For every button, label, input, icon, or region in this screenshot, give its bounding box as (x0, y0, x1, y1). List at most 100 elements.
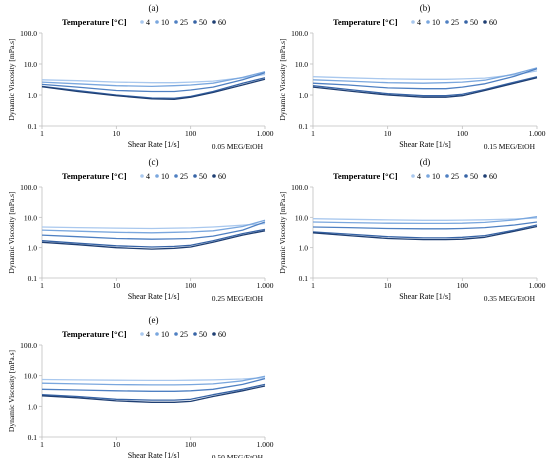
legend-title: Temperature [°C] (333, 17, 398, 27)
legend-marker-50 (464, 20, 468, 24)
y-tick-label: 100.0 (291, 183, 308, 192)
legend-marker-4 (140, 332, 144, 336)
legend-marker-4 (140, 20, 144, 24)
series-line-60C (312, 225, 538, 241)
x-tick-label: 1.000 (257, 281, 274, 290)
legend-marker-50 (193, 20, 197, 24)
x-tick-label: 1.000 (257, 440, 274, 449)
x-axis-label: Shear Rate [1/s] (399, 140, 451, 149)
y-tick-label: 0.1 (28, 122, 38, 131)
x-tick-label: 10 (384, 129, 392, 138)
legend-entry-50: 50 (199, 18, 207, 27)
series-line-60C (41, 385, 266, 403)
series-line-50C (41, 383, 266, 401)
x-tick-label: 100 (185, 129, 197, 138)
y-tick-label: 100.0 (20, 341, 37, 350)
x-tick-label: 1.000 (529, 281, 546, 290)
y-tick-label: 100.0 (20, 183, 37, 192)
legend-title: Temperature [°C] (62, 17, 127, 27)
legend-entry-25: 25 (451, 172, 459, 181)
legend-marker-60 (212, 332, 216, 336)
series-line-60C (41, 230, 266, 250)
x-axis-label: Shear Rate [1/s] (128, 451, 180, 458)
series-line-4C (41, 222, 266, 230)
legend-marker-10 (155, 332, 159, 336)
legend-marker-4 (140, 174, 144, 178)
legend-marker-25 (174, 20, 178, 24)
x-tick-label: 10 (113, 129, 121, 138)
y-axis-label: Dynamic Viscosity [mPa.s] (7, 38, 16, 120)
y-tick-label: 0.1 (299, 122, 309, 131)
chart-panel-1: (a)Temperature [°C] 4 10 25 50 600.11.010.010… (7, 3, 274, 151)
chart-panel-3: (c)Temperature [°C] 4 10 25 50 600.11.010.010… (7, 157, 274, 303)
composition-annotation: 0.35 MEG/EtOH (484, 294, 536, 303)
x-tick-label: 100 (457, 129, 469, 138)
y-axis-label: Dynamic Viscosity [mPa.s] (278, 38, 287, 120)
x-axis-label: Shear Rate [1/s] (399, 292, 451, 301)
y-tick-label: 0.1 (28, 274, 38, 283)
legend-title: Temperature [°C] (62, 171, 127, 181)
series-line-10C (312, 67, 538, 84)
panel-label: (c) (149, 157, 159, 167)
y-tick-label: 1.0 (28, 244, 38, 253)
legend-entry-10: 10 (432, 172, 440, 181)
series-line-60C (312, 77, 538, 98)
composition-annotation: 0.05 MEG/EtOH (212, 142, 264, 151)
chart-panel-5: (e)Temperature [°C] 4 10 25 50 600.11.010.010… (7, 315, 274, 458)
legend-entry-10: 10 (432, 18, 440, 27)
legend-entry-60: 60 (218, 330, 226, 339)
series-line-50C (41, 228, 266, 248)
series-line-10C (312, 216, 538, 225)
legend-marker-50 (193, 332, 197, 336)
chart-panel-2: (b)Temperature [°C] 4 10 25 50 600.11.010.010… (278, 3, 546, 151)
legend-entry-10: 10 (161, 172, 169, 181)
x-tick-label: 100 (457, 281, 469, 290)
legend-marker-10 (426, 174, 430, 178)
legend-marker-10 (426, 20, 430, 24)
x-tick-label: 1.000 (257, 129, 274, 138)
composition-annotation: 0.15 MEG/EtOH (484, 142, 536, 151)
x-axis-label: Shear Rate [1/s] (128, 292, 180, 301)
series-line-50C (312, 224, 538, 239)
x-tick-label: 1 (311, 281, 315, 290)
series-line-25C (41, 377, 266, 392)
legend-title: Temperature [°C] (62, 329, 127, 339)
legend-entry-50: 50 (470, 18, 478, 27)
panel-label: (d) (420, 157, 431, 167)
y-tick-label: 0.1 (28, 433, 38, 442)
series-line-4C (312, 70, 538, 80)
series-line-60C (41, 78, 266, 101)
panel-label: (e) (149, 315, 159, 325)
x-axis-label: Shear Rate [1/s] (128, 140, 180, 149)
legend-entry-4: 4 (146, 18, 150, 27)
legend-entry-60: 60 (489, 172, 497, 181)
legend-entry-60: 60 (218, 18, 226, 27)
legend-entry-25: 25 (180, 330, 188, 339)
legend-entry-25: 25 (180, 18, 188, 27)
series-line-4C (41, 73, 266, 84)
legend-marker-50 (464, 174, 468, 178)
chart-panel-4: (d)Temperature [°C] 4 10 25 50 600.11.010.010… (278, 157, 546, 303)
legend-entry-4: 4 (146, 172, 150, 181)
legend-entry-50: 50 (199, 330, 207, 339)
x-tick-label: 10 (384, 281, 392, 290)
series-line-50C (312, 76, 538, 97)
y-tick-label: 1.0 (299, 91, 309, 100)
legend-title: Temperature [°C] (333, 171, 398, 181)
legend-entry-10: 10 (161, 18, 169, 27)
legend-marker-60 (483, 174, 487, 178)
legend-marker-4 (411, 20, 415, 24)
y-tick-label: 0.1 (299, 274, 309, 283)
y-tick-label: 1.0 (28, 91, 38, 100)
y-tick-label: 10.0 (24, 372, 37, 381)
series-line-25C (312, 221, 538, 230)
panel-label: (a) (149, 3, 159, 13)
y-tick-label: 10.0 (24, 213, 37, 222)
legend-entry-60: 60 (218, 172, 226, 181)
legend-marker-10 (155, 20, 159, 24)
legend-marker-50 (193, 174, 197, 178)
series-line-25C (41, 221, 266, 240)
legend-marker-60 (212, 174, 216, 178)
series-line-10C (41, 219, 266, 234)
